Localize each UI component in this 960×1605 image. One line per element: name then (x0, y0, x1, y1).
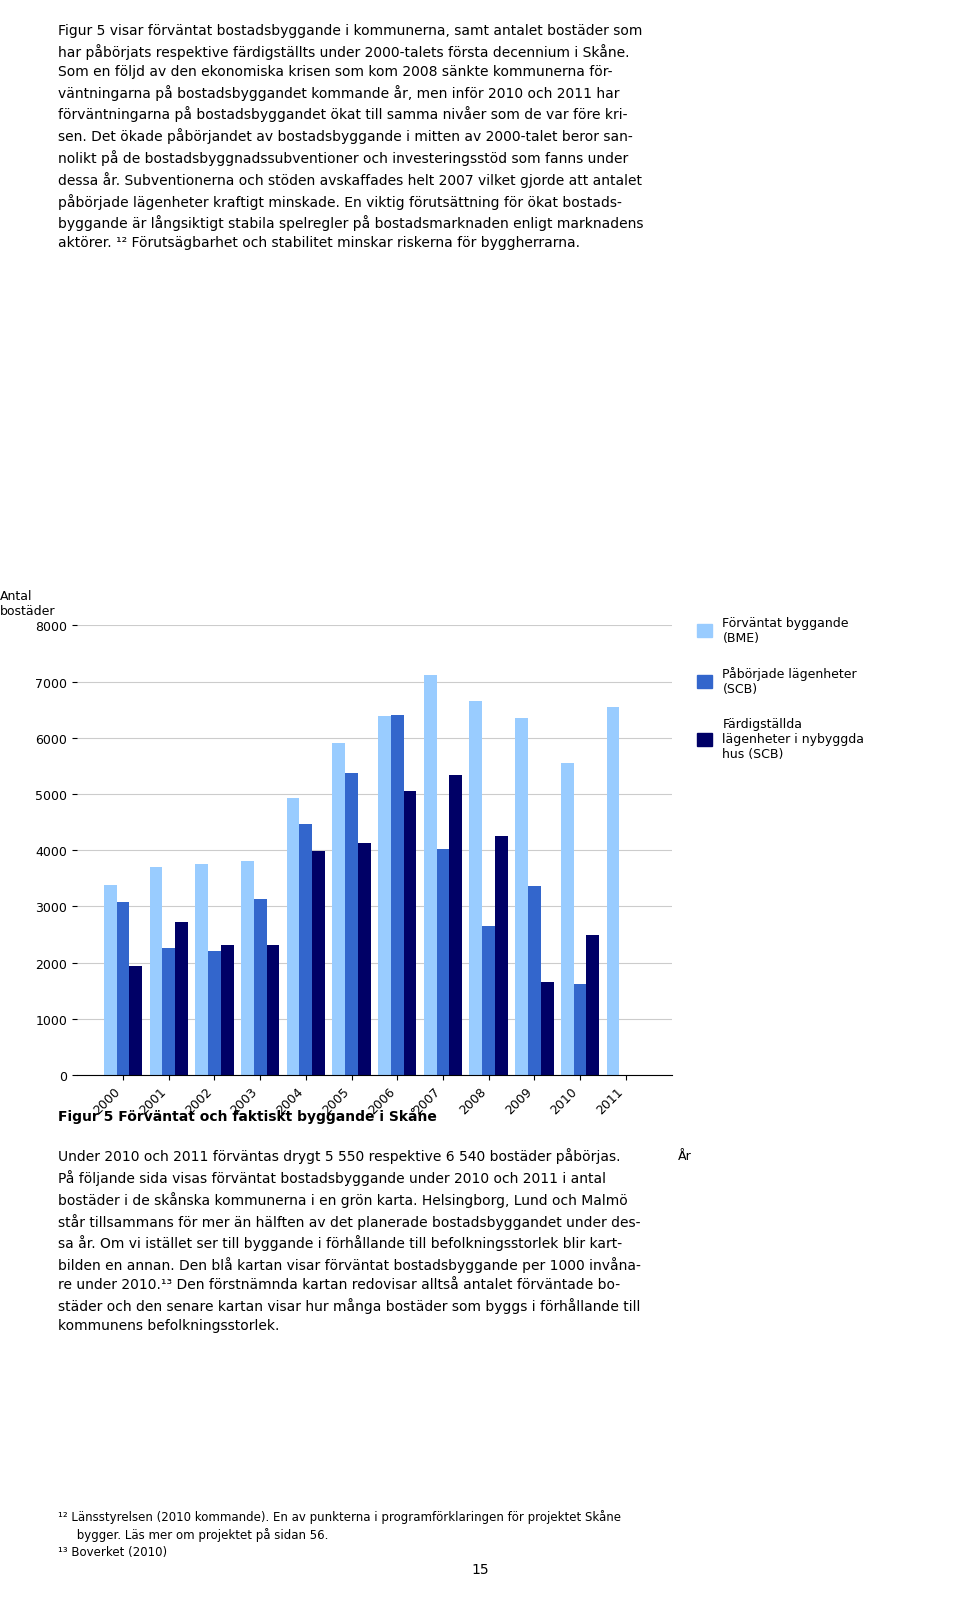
Bar (358, 843, 371, 1075)
Bar (437, 849, 449, 1075)
Bar (117, 902, 130, 1075)
Text: År: År (678, 1149, 692, 1162)
Text: Figur 5 Förväntat och faktiskt byggande i Skåne: Figur 5 Förväntat och faktiskt byggande … (58, 1107, 437, 1123)
Bar (150, 867, 162, 1075)
Bar (346, 774, 358, 1075)
Text: Figur 5 visar förväntat bostadsbyggande i kommunerna, samt antalet bostäder som
: Figur 5 visar förväntat bostadsbyggande … (58, 24, 643, 250)
Bar (287, 799, 300, 1075)
Bar (516, 719, 528, 1075)
Bar (378, 717, 391, 1075)
Bar (607, 708, 619, 1075)
Text: 15: 15 (471, 1562, 489, 1576)
Bar (495, 836, 508, 1075)
Bar (403, 791, 417, 1075)
Bar (332, 743, 346, 1075)
Bar (130, 966, 142, 1075)
Bar (540, 982, 554, 1075)
Bar (482, 926, 495, 1075)
Bar (195, 865, 208, 1075)
Bar (561, 764, 574, 1075)
Bar (449, 775, 462, 1075)
Legend: Förväntat byggande
(BME), Påbörjade lägenheter
(SCB), Färdigställda
lägenheter i: Förväntat byggande (BME), Påbörjade läge… (698, 616, 864, 761)
Bar (300, 825, 312, 1075)
Text: ¹² Länsstyrelsen (2010 kommande). En av punkterna i programförklaringen för proj: ¹² Länsstyrelsen (2010 kommande). En av … (58, 1509, 620, 1558)
Bar (587, 936, 599, 1075)
Bar (241, 862, 253, 1075)
Bar (267, 945, 279, 1075)
Bar (528, 886, 540, 1075)
Bar (312, 852, 325, 1075)
Text: Antal
bostäder: Antal bostäder (0, 591, 55, 618)
Text: Under 2010 och 2011 förväntas drygt 5 550 respektive 6 540 bostäder påbörjas.
På: Under 2010 och 2011 förväntas drygt 5 55… (58, 1148, 640, 1332)
Bar (162, 949, 175, 1075)
Bar (104, 886, 117, 1075)
Bar (175, 923, 188, 1075)
Bar (253, 899, 267, 1075)
Bar (469, 701, 482, 1075)
Bar (208, 952, 221, 1075)
Bar (221, 945, 233, 1075)
Bar (574, 984, 587, 1075)
Bar (423, 676, 437, 1075)
Bar (391, 716, 403, 1075)
